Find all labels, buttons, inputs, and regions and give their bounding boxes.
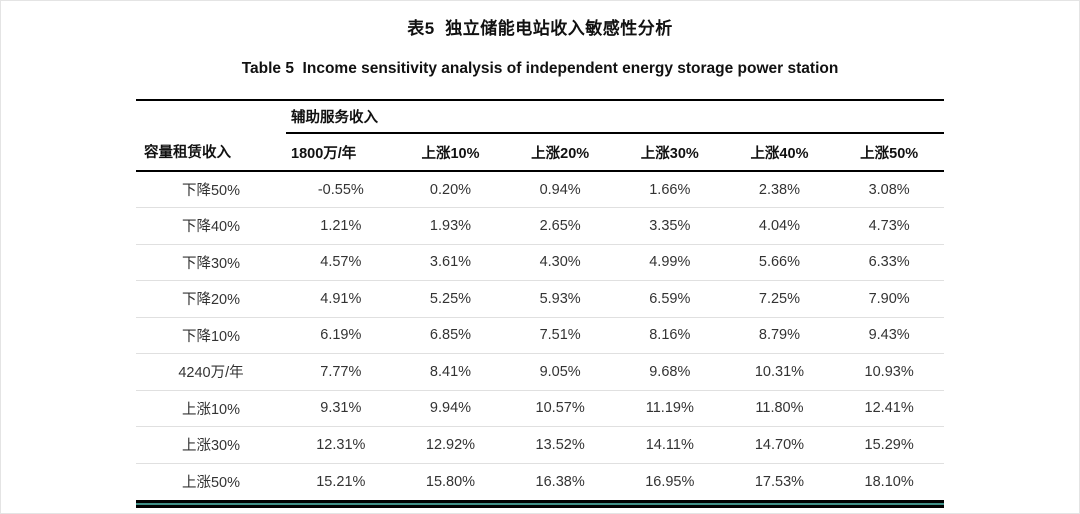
value-cell: 9.94% (395, 389, 506, 427)
row-label: 上涨30% (136, 426, 286, 463)
row-label: 下降30% (136, 243, 286, 281)
value-cell: 4.57% (286, 243, 396, 281)
value-cell: 1.66% (649, 181, 691, 198)
value-cell: 12.92% (395, 426, 506, 463)
value-cell: 7.25% (724, 280, 835, 317)
value-cell: 8.16% (614, 316, 725, 354)
row-label: 下降10% (136, 316, 286, 354)
value-cell: 9.68% (614, 353, 725, 390)
value-cell: 16.95% (614, 462, 725, 500)
table-body: 下降50% -0.55% 0.20% 0.94% 1.66% 2.38% 3.08% 下降40… (136, 171, 944, 500)
column-header: 上涨40% (724, 133, 835, 172)
value-cell: 1.93% (395, 207, 506, 244)
value-cell: 6.85% (395, 316, 506, 354)
table-row: 上涨10% 9.31% 9.94% 10.57% 11.19% 11.80% 12.41% (136, 389, 944, 427)
value-cell: 4.04% (724, 207, 835, 244)
value-cell: 15.80% (395, 462, 506, 500)
value-cell: 3.08% (868, 181, 910, 198)
table-row: 下降50% -0.55% 0.20% 0.94% 1.66% 2.38% 3.08% (136, 171, 944, 208)
value-cell: 2.65% (505, 207, 615, 244)
value-cell: 7.51% (505, 316, 615, 354)
table-caption-en: Table 5 Income sensitivity analysis of i… (241, 60, 839, 77)
bottom-rule-line-top (136, 499, 944, 503)
value-cell: 1.21% (286, 207, 396, 244)
value-cell: 14.11% (614, 426, 725, 463)
value-cell: 17.53% (724, 462, 835, 500)
column-header: 上涨50% (834, 133, 944, 172)
value-cell: 9.31% (286, 389, 396, 427)
value-cell: 11.80% (724, 389, 835, 427)
row-label: 下降20% (136, 280, 286, 317)
value-cell: 4.73% (834, 207, 944, 244)
value-cell: 10.57% (505, 389, 615, 427)
table-row: 4240万/年 7.77% 8.41% 9.05% 9.68% 10.31% 10.93% (136, 353, 944, 390)
bottom-rule-line-bottom (136, 504, 944, 508)
value-cell: 6.33% (834, 243, 944, 281)
column-header: 上涨30% (614, 133, 725, 172)
table-row: 上涨50% 15.21% 15.80% 16.38% 16.95% 17.53% 18.10… (136, 462, 944, 500)
table-row: 下降10% 6.19% 6.85% 7.51% 8.16% 8.79% 9.43% (136, 316, 944, 354)
column-header: 上涨20% (505, 133, 615, 172)
income-sensitivity-table: 辅助服务收入 容量租赁收入 1800万/年 上涨10% 上涨20% 上涨30% 上涨40… (136, 99, 944, 500)
table-row: 下降40% 1.21% 1.93% 2.65% 3.35% 4.04% 4.73% (136, 207, 944, 244)
value-cell: 0.94% (539, 181, 581, 198)
value-cell: 3.35% (614, 207, 725, 244)
value-cell: 6.19% (286, 316, 396, 354)
row-label: 上涨10% (136, 389, 286, 427)
value-cell: 6.59% (614, 280, 725, 317)
value-cell: 7.77% (286, 353, 396, 390)
row-label: 上涨50% (136, 462, 286, 500)
table-caption-zh: 表5 独立储能电站收入敏感性分析 (407, 19, 673, 38)
value-cell: 13.52% (505, 426, 615, 463)
value-cell: 18.10% (834, 462, 944, 500)
value-cell: 5.25% (395, 280, 506, 317)
value-cell: 5.66% (724, 243, 835, 281)
value-cell: 12.41% (834, 389, 944, 427)
value-cell: 5.93% (505, 280, 615, 317)
value-cell: 15.21% (286, 462, 396, 500)
corner-cell (136, 100, 286, 133)
value-cell: -0.55% (317, 181, 364, 198)
value-cell: 4.99% (614, 243, 725, 281)
table-bottom-rule (136, 499, 944, 508)
value-cell: 12.31% (286, 426, 396, 463)
value-cell: 11.19% (614, 389, 725, 427)
value-cell: 8.41% (395, 353, 506, 390)
row-header-label: 容量租赁收入 (136, 133, 286, 172)
table-row: 上涨30% 12.31% 12.92% 13.52% 14.11% 14.70% 15.29… (136, 426, 944, 463)
bottom-rule-accent-gap (136, 502, 944, 505)
value-cell: 9.05% (505, 353, 615, 390)
column-header: 1800万/年 (286, 133, 396, 172)
value-cell: 8.79% (724, 316, 835, 354)
value-cell: 10.93% (834, 353, 944, 390)
value-cell: 10.31% (724, 353, 835, 390)
value-cell: 4.91% (286, 280, 396, 317)
table-row: 下降20% 4.91% 5.25% 5.93% 6.59% 7.25% 7.90% (136, 280, 944, 317)
value-cell: 0.20% (429, 181, 472, 198)
table-row: 下降30% 4.57% 3.61% 4.30% 4.99% 5.66% 6.33% (136, 243, 944, 281)
row-label: 下降50% (181, 183, 241, 199)
row-label: 4240万/年 (136, 353, 286, 390)
value-cell: 16.38% (505, 462, 615, 500)
value-cell: 4.30% (505, 243, 615, 281)
value-cell: 9.43% (834, 316, 944, 354)
value-cell: 14.70% (724, 426, 835, 463)
group-header-row: 辅助服务收入 (136, 100, 944, 134)
header-row: 容量租赁收入 1800万/年 上涨10% 上涨20% 上涨30% 上涨40% 上涨50% (136, 133, 944, 172)
value-cell: 2.38% (758, 181, 801, 198)
column-header: 上涨10% (395, 133, 506, 172)
value-cell: 15.29% (834, 426, 944, 463)
group-header: 辅助服务收入 (286, 100, 944, 134)
value-cell: 3.61% (395, 243, 506, 281)
value-cell: 7.90% (834, 280, 944, 317)
row-label: 下降40% (136, 207, 286, 244)
